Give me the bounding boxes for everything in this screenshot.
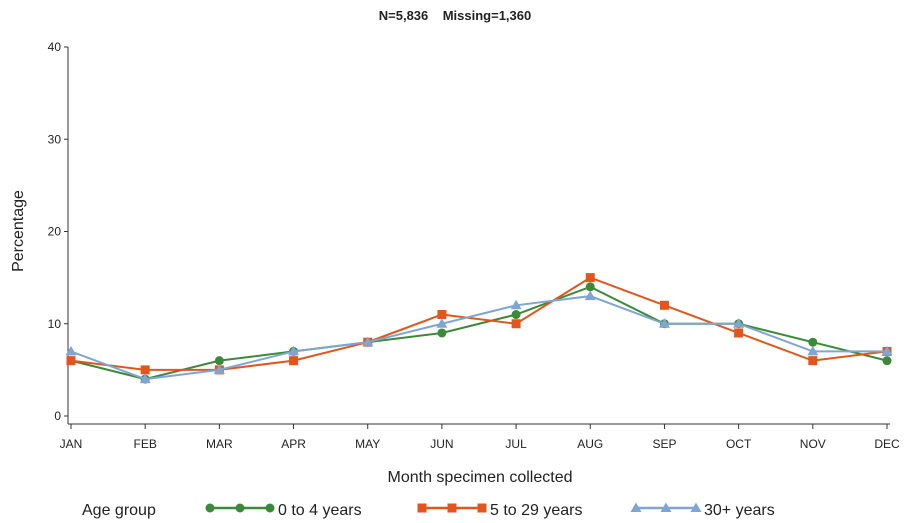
data-point	[511, 310, 521, 320]
legend-item: 30+ years	[630, 502, 775, 519]
legend-label: 30+ years	[704, 502, 775, 519]
series-1	[66, 282, 892, 384]
legend-title: Age group	[82, 502, 156, 519]
data-point	[658, 318, 670, 328]
x-tick-label: AUG	[577, 437, 603, 451]
legend-marker	[265, 503, 275, 513]
x-tick-label: MAY	[355, 437, 380, 451]
data-point	[214, 356, 224, 366]
x-tick-label: MAR	[206, 437, 233, 451]
legend-marker	[690, 502, 702, 512]
data-point	[511, 319, 521, 329]
data-point	[510, 299, 522, 310]
legend-marker	[417, 503, 427, 513]
chart-title: N=5,836 Missing=1,360	[379, 8, 531, 23]
data-point	[659, 300, 669, 310]
x-tick-label: SEP	[652, 437, 676, 451]
series-line	[70, 295, 887, 381]
axes: 0 10 20 30 40 JAN FEB MAR APR MAY JUN JUL AUG SEP OCT N…	[48, 40, 900, 451]
legend-marker	[235, 503, 245, 513]
y-axis-title: Percentage	[10, 190, 27, 272]
legend-marker	[205, 503, 215, 513]
x-axis-title: Month specimen collected	[388, 469, 573, 486]
y-tick-label: 10	[48, 317, 62, 331]
x-tick-label: JAN	[60, 437, 83, 451]
x-tick-label: APR	[281, 437, 306, 451]
legend-marker	[630, 502, 642, 512]
x-tick-label: OCT	[726, 437, 752, 451]
y-tick-label: 0	[54, 409, 61, 423]
series-3	[65, 290, 893, 384]
data-point	[437, 328, 447, 338]
legend-item: 0 to 4 years	[205, 502, 362, 519]
legend-label: 5 to 29 years	[490, 502, 583, 519]
data-point	[288, 345, 300, 356]
data-point	[808, 337, 818, 347]
y-tick-label: 30	[48, 132, 62, 146]
legend-marker	[447, 503, 457, 513]
data-point	[882, 356, 892, 366]
series-line	[70, 285, 888, 381]
series-layer	[65, 273, 893, 384]
data-point	[436, 318, 448, 328]
legend-marker	[477, 503, 487, 513]
x-tick-label: DEC	[874, 437, 900, 451]
legend-marker	[660, 502, 672, 512]
data-point	[734, 328, 744, 338]
data-point	[585, 273, 595, 283]
data-point	[808, 356, 818, 366]
legend-item: 5 to 29 years	[417, 502, 583, 519]
data-point	[437, 310, 447, 320]
data-point	[585, 282, 595, 292]
x-tick-label: JUN	[430, 437, 453, 451]
x-tick-label: NOV	[800, 437, 826, 451]
data-point	[213, 364, 225, 374]
legend-label: 0 to 4 years	[278, 502, 362, 519]
x-tick-label: JUL	[505, 437, 527, 451]
data-point	[66, 356, 76, 366]
y-tick-label: 20	[48, 225, 62, 239]
data-point	[140, 365, 150, 375]
series-line	[70, 276, 888, 371]
x-tick-label: FEB	[134, 437, 157, 451]
data-point	[584, 290, 596, 301]
legend: Age group 0 to 4 years 5 to 29 years 30+ y…	[82, 502, 775, 519]
data-point	[65, 345, 77, 356]
data-point	[362, 336, 374, 347]
data-point	[289, 356, 299, 366]
data-point	[139, 373, 151, 384]
y-tick-label: 40	[48, 40, 62, 54]
data-point	[807, 345, 819, 356]
data-point	[733, 318, 745, 328]
data-point	[881, 345, 893, 356]
